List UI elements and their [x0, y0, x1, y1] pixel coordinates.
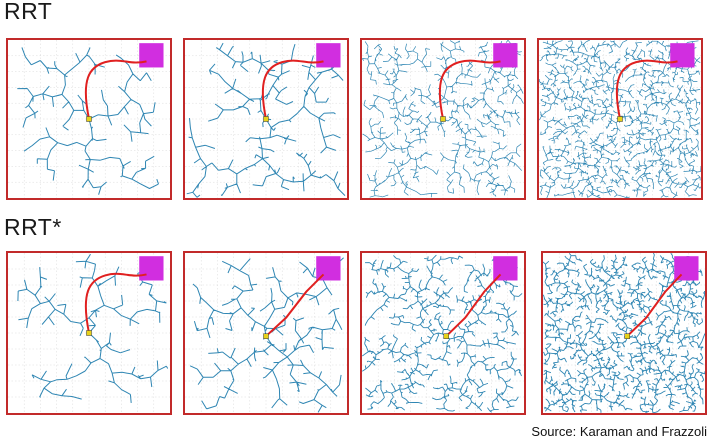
solution-path — [438, 59, 501, 120]
plot-grid — [8, 253, 170, 413]
tree-panel-rrt-3 — [360, 38, 526, 200]
start-marker — [440, 116, 446, 122]
plot-grid — [185, 253, 347, 413]
solution-path — [265, 273, 325, 337]
rrt-star-row-label: RRT* — [4, 214, 62, 240]
solution-path — [626, 273, 683, 337]
tree-plot — [8, 253, 170, 413]
tree-plot — [362, 40, 524, 198]
start-marker — [617, 116, 623, 122]
tree-plot — [8, 40, 170, 198]
goal-region — [139, 43, 164, 68]
search-tree — [17, 47, 159, 195]
start-marker — [624, 333, 630, 339]
start-marker — [86, 330, 92, 336]
solution-path — [445, 273, 502, 337]
tree-panel-rrt-star-1 — [6, 251, 172, 415]
solution-path — [615, 59, 678, 120]
tree-plot — [185, 253, 347, 413]
goal-region — [493, 43, 518, 68]
goal-region — [316, 43, 341, 68]
tree-plot — [185, 40, 347, 198]
tree-plot — [539, 40, 701, 198]
tree-plot — [362, 253, 524, 413]
goal-region — [670, 43, 695, 68]
tree-panel-rrt-star-2 — [183, 251, 349, 415]
solution-path — [84, 59, 147, 120]
start-marker — [443, 333, 449, 339]
start-marker — [263, 333, 269, 339]
rrt-row-label: RRT — [4, 0, 53, 24]
search-tree — [189, 257, 344, 413]
tree-panel-rrt-star-3 — [360, 251, 526, 415]
solution-path — [84, 272, 147, 334]
tree-panel-rrt-star-4 — [541, 251, 707, 415]
tree-panel-rrt-2 — [183, 38, 349, 200]
goal-region — [139, 256, 164, 281]
tree-panel-rrt-1 — [6, 38, 172, 200]
source-credit: Source: Karaman and Frazzoli — [531, 424, 707, 439]
start-marker — [263, 116, 269, 122]
start-marker — [86, 116, 92, 122]
tree-panel-rrt-4 — [537, 38, 703, 200]
tree-plot — [543, 253, 705, 413]
solution-path — [261, 59, 324, 120]
